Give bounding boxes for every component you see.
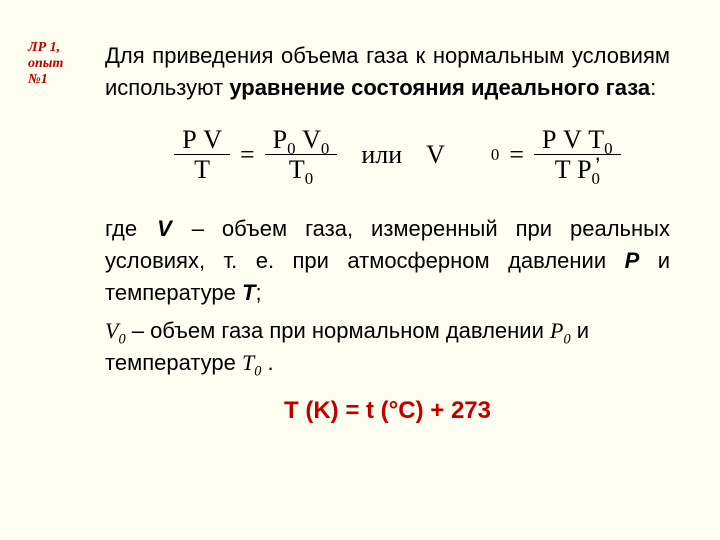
fraction-p0v0-over-t0: P0 V0 T0 bbox=[265, 126, 338, 184]
temperature-conversion-equation: T (K) = t (°C) + 273 bbox=[105, 397, 670, 425]
var-T0-t: T bbox=[242, 350, 254, 375]
trailing-comma: , bbox=[595, 140, 601, 166]
fraction-pvt0-over-tp0: P V T0 T P0 bbox=[534, 126, 621, 184]
slide-page: ЛР 1, опыт №1 Для приведения объема газа… bbox=[0, 0, 720, 540]
where-tail: ; bbox=[255, 280, 261, 305]
intro-suffix: : bbox=[650, 75, 656, 100]
intro-emphasis: уравнение состояния идеального газа bbox=[229, 75, 650, 100]
or-word: или bbox=[343, 140, 420, 170]
equation-block: P V T = P0 V0 T0 или V 0 = P V T0 bbox=[105, 126, 670, 184]
frac1-num: P V bbox=[174, 126, 230, 155]
var-P: P bbox=[625, 248, 640, 273]
where-paragraph: где V – объем газа, измеренный при реаль… bbox=[105, 213, 670, 309]
v0-tail: . bbox=[261, 350, 273, 375]
frac3-num: P V T0 bbox=[534, 126, 621, 155]
fraction-pv-over-t: P V T bbox=[174, 126, 230, 184]
v-letter: V bbox=[426, 140, 445, 170]
equals-sign-1: = bbox=[236, 140, 259, 170]
v0-mid1: – объем газа при нормальном давлении bbox=[126, 318, 550, 343]
intro-paragraph: Для приведения объема газа к нормальным … bbox=[105, 40, 670, 104]
lab-ref-line2: опыт bbox=[28, 56, 63, 71]
equals-sign-2: = bbox=[505, 140, 528, 170]
lab-ref-line3: №1 bbox=[28, 72, 48, 87]
var-T: T bbox=[242, 280, 255, 305]
frac1-den: T bbox=[186, 155, 218, 183]
main-content: Для приведения объема газа к нормальным … bbox=[105, 40, 670, 425]
var-P0-p: P bbox=[550, 318, 563, 343]
where-rest: – объем газа, измеренный при реальных ус… bbox=[105, 216, 670, 273]
lab-reference-label: ЛР 1, опыт №1 bbox=[28, 40, 88, 88]
lab-ref-line1: ЛР 1, bbox=[28, 40, 60, 55]
where-word: где bbox=[105, 216, 137, 241]
v0-paragraph: V0 – объем газа при нормальном давлении … bbox=[105, 315, 670, 379]
frac2-den: T0 bbox=[281, 155, 321, 183]
var-P0-0: 0 bbox=[563, 331, 570, 347]
var-V0-v: V bbox=[105, 318, 118, 343]
frac2-num: P0 V0 bbox=[265, 126, 338, 155]
var-V0-0: 0 bbox=[118, 331, 125, 347]
var-V: V bbox=[155, 216, 174, 241]
